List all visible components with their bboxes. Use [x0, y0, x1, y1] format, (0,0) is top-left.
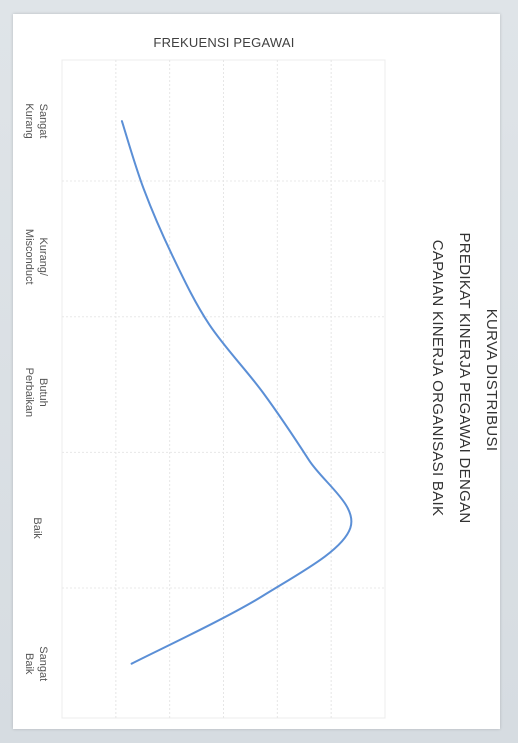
category-label-line: Baik [23, 653, 35, 675]
frequency-axis-title: FREKUENSI PEGAWAI [153, 35, 294, 50]
paper-sheet [13, 14, 500, 729]
category-label-line: Perbaikan [23, 368, 35, 418]
category-label-line: Kurang/ [37, 237, 49, 276]
category-label-line: Kurang [23, 103, 35, 138]
chart-title-line: CAPAIAN KINERJA ORGANISASI BAIK [429, 240, 446, 517]
chart-title-line: PREDIKAT KINERJA PEGAWAI DENGAN [456, 232, 473, 523]
category-label: Kurang/Misconduct [23, 229, 49, 285]
category-label: SangatBaik [23, 646, 49, 681]
category-label-line: Butuh [37, 378, 49, 407]
chart-title-line: KURVA DISTRIBUSI [483, 309, 500, 452]
category-label-line: Misconduct [23, 229, 35, 285]
category-label: SangatKurang [23, 103, 49, 138]
category-label: Baik [31, 517, 43, 539]
category-label: ButuhPerbaikan [23, 368, 49, 418]
category-label-line: Sangat [37, 646, 49, 681]
distribution-curve [120, 120, 353, 665]
category-label-line: Baik [31, 517, 43, 539]
category-label-line: Sangat [37, 104, 49, 139]
